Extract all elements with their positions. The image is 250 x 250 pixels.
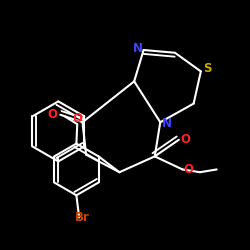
Text: O: O xyxy=(184,163,194,176)
Text: O: O xyxy=(48,108,58,121)
Text: S: S xyxy=(203,62,211,75)
Text: N: N xyxy=(133,42,143,54)
Text: Br: Br xyxy=(75,211,90,224)
Text: O: O xyxy=(180,133,190,146)
Text: O: O xyxy=(72,112,82,124)
Text: N: N xyxy=(162,117,172,130)
